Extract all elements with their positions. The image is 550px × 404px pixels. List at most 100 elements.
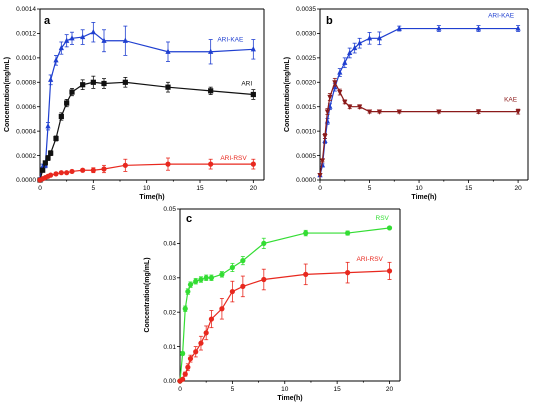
data-point — [185, 288, 191, 295]
data-point — [185, 364, 191, 370]
series-line — [39, 31, 254, 179]
data-point — [208, 88, 214, 94]
x-axis-title: Time(h) — [277, 395, 302, 402]
data-point — [366, 35, 373, 41]
data-point — [64, 100, 70, 106]
series-ari-rsv: ARI-RSV — [177, 256, 393, 384]
data-point — [347, 49, 353, 56]
data-point — [187, 282, 194, 288]
data-point — [58, 44, 64, 51]
data-point — [317, 173, 323, 179]
data-point — [386, 268, 393, 274]
data-point — [250, 161, 256, 167]
series-ari-rsv: ARI-RSV — [37, 155, 256, 183]
y-axis-title: Concentration(mg/mL) — [144, 257, 151, 332]
data-point — [357, 104, 363, 110]
data-point — [48, 150, 54, 156]
data-point — [303, 271, 309, 277]
data-point — [90, 167, 96, 173]
data-point — [322, 133, 328, 140]
data-point — [376, 109, 383, 115]
data-point — [386, 225, 393, 231]
data-point — [347, 104, 353, 110]
data-point — [101, 166, 107, 172]
data-point — [436, 109, 442, 115]
x-tick-label: 0 — [38, 185, 42, 192]
y-tick-label: 0.0005 — [296, 153, 316, 160]
data-point — [69, 35, 75, 41]
series-line — [319, 80, 519, 176]
data-point — [45, 123, 51, 129]
x-tick-label: 15 — [465, 185, 473, 192]
data-point — [342, 59, 348, 65]
data-point — [324, 118, 331, 124]
series-label: ARI-RSV — [357, 256, 384, 263]
data-point — [342, 99, 348, 106]
data-point — [240, 258, 246, 264]
data-point — [396, 109, 402, 115]
data-point — [193, 349, 199, 355]
data-point — [90, 79, 96, 85]
y-tick-label: 0.04 — [163, 241, 176, 248]
data-point — [182, 306, 188, 312]
y-tick-label: 0.0000 — [296, 177, 316, 184]
data-point — [250, 46, 256, 52]
data-point — [219, 271, 225, 277]
series-label: ARI — [241, 81, 252, 88]
x-tick-label: 20 — [250, 185, 258, 192]
data-point — [48, 172, 54, 178]
data-point — [229, 288, 235, 295]
y-tick-label: 0.01 — [163, 344, 176, 351]
data-point — [53, 57, 59, 63]
x-tick-label: 5 — [231, 386, 235, 393]
data-point — [345, 230, 351, 236]
data-point — [345, 270, 351, 276]
x-axis-title: Time(h) — [411, 194, 436, 201]
y-tick-label: 0.0015 — [296, 104, 316, 111]
data-point — [101, 80, 107, 87]
data-point — [80, 167, 86, 173]
y-tick-label: 0.0025 — [296, 55, 316, 62]
panel-a: 0 5 10 15 20 0.0000 0.0002 0.0004 0.0006 0.0008 0.… — [4, 6, 265, 201]
data-point — [58, 113, 64, 120]
data-point — [187, 356, 194, 362]
y-tick-label: 0.0010 — [16, 55, 36, 62]
data-point — [165, 161, 171, 167]
y-tick-label: 0.03 — [163, 275, 176, 282]
x-tick-label: 5 — [368, 185, 372, 192]
data-point — [250, 91, 256, 98]
data-point — [327, 94, 333, 101]
series-label: ARI-KAE — [217, 36, 244, 43]
y-tick-label: 0.0000 — [16, 177, 36, 184]
data-point — [80, 33, 86, 40]
data-point — [69, 168, 75, 175]
y-tick-label: 0.05 — [163, 206, 176, 213]
data-point — [64, 37, 70, 43]
data-point — [203, 330, 209, 336]
series-ari: ARI — [37, 75, 256, 183]
data-point — [261, 240, 267, 246]
data-point — [436, 25, 442, 31]
y-tick-label: 0.0004 — [16, 128, 36, 135]
data-point — [58, 170, 64, 176]
series-label: RSV — [376, 215, 390, 222]
data-point — [240, 283, 246, 289]
series-kae: KAE — [317, 77, 521, 179]
data-point — [165, 48, 171, 54]
data-point — [376, 35, 383, 41]
data-point — [208, 161, 214, 167]
data-point — [198, 340, 204, 346]
data-point — [69, 89, 75, 95]
data-point — [198, 276, 204, 283]
data-point — [48, 76, 54, 82]
series-ari-kae: ARI-KAE — [317, 13, 521, 178]
x-tick-label: 10 — [143, 185, 151, 192]
y-tick-label: 0.0012 — [16, 31, 36, 38]
data-point — [208, 48, 214, 54]
data-point — [261, 276, 267, 283]
data-point — [182, 371, 188, 377]
data-point — [53, 171, 59, 177]
y-tick-label: 0.0020 — [296, 79, 316, 86]
x-tick-label: 10 — [281, 386, 289, 393]
data-point — [45, 155, 51, 161]
